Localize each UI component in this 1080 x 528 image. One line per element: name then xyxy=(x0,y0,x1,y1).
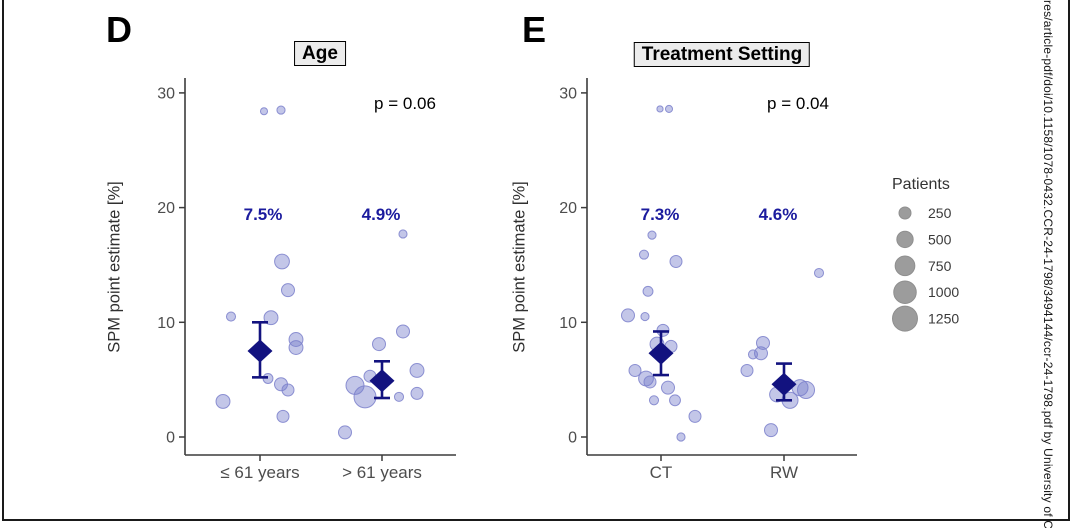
x-category-label: CT xyxy=(650,463,673,482)
data-point xyxy=(640,311,650,322)
mean-diamond xyxy=(648,341,674,365)
data-point xyxy=(395,324,411,339)
y-tick-label: 10 xyxy=(559,315,577,332)
mean-diamond xyxy=(247,339,273,363)
data-point xyxy=(753,346,769,361)
data-point xyxy=(755,335,771,350)
legend-size-label: 750 xyxy=(928,258,952,274)
mean-diamond xyxy=(771,372,797,396)
data-point xyxy=(353,385,377,409)
y-tick-label: 30 xyxy=(157,85,175,102)
y-tick-label: 0 xyxy=(568,430,577,447)
data-point xyxy=(648,395,660,406)
panel-d-title-badge: Age xyxy=(294,41,346,66)
data-point xyxy=(642,285,654,297)
data-point xyxy=(669,255,683,269)
legend-size-circle xyxy=(898,206,912,220)
data-point xyxy=(647,230,657,240)
y-tick-label: 0 xyxy=(166,430,175,447)
data-point xyxy=(280,283,296,298)
panel-e-p-value: p = 0.04 xyxy=(767,94,829,113)
y-tick-label: 20 xyxy=(559,200,577,217)
data-point xyxy=(747,349,759,360)
legend-size-label: 1250 xyxy=(928,311,959,327)
panel-d-y-axis-label: SPM point estimate [%] xyxy=(105,181,124,353)
data-point xyxy=(276,409,290,423)
pdf-download-watermark: res/article-pdf/doi/10.1158/1078-0432.CC… xyxy=(1041,0,1055,528)
legend-size-circle xyxy=(892,305,918,332)
data-point xyxy=(628,363,642,377)
data-point xyxy=(620,308,636,323)
data-point xyxy=(669,394,681,407)
data-point xyxy=(688,409,702,423)
data-point xyxy=(398,229,408,239)
y-tick-label: 20 xyxy=(157,200,175,217)
data-point xyxy=(660,380,676,395)
panel-d-group2-mean-label: 4.9% xyxy=(361,205,401,224)
panel-d-group1-mean-label: 7.5% xyxy=(243,205,283,224)
data-point xyxy=(337,425,353,440)
data-point xyxy=(288,340,304,355)
data-point xyxy=(345,375,365,395)
data-point xyxy=(410,386,424,400)
data-point xyxy=(225,311,237,322)
data-point xyxy=(676,432,686,442)
data-point xyxy=(796,380,816,400)
data-point xyxy=(371,337,387,352)
data-point xyxy=(656,105,664,113)
data-point xyxy=(288,332,304,347)
data-point xyxy=(813,267,825,279)
mean-diamond xyxy=(369,369,395,393)
data-point xyxy=(276,105,286,115)
panel-e-group1-mean-label: 7.3% xyxy=(640,205,680,224)
data-point xyxy=(643,375,657,389)
data-point xyxy=(740,363,754,377)
legend-title: Patients xyxy=(892,176,950,193)
y-tick-label: 30 xyxy=(559,85,577,102)
data-point xyxy=(274,253,290,270)
data-point xyxy=(259,107,269,116)
data-point xyxy=(393,391,405,402)
panel-d-p-value: p = 0.06 xyxy=(374,94,436,113)
x-category-label: RW xyxy=(770,463,798,482)
legend-size-label: 500 xyxy=(928,231,952,247)
x-category-label: > 61 years xyxy=(342,463,422,482)
legend-size-label: 250 xyxy=(928,205,952,221)
legend-size-circle xyxy=(894,255,916,277)
data-point xyxy=(281,383,295,397)
legend-size-label: 1000 xyxy=(928,284,959,300)
data-point xyxy=(664,104,674,113)
legend-size-circle xyxy=(896,230,914,249)
y-tick-label: 10 xyxy=(157,315,175,332)
data-point xyxy=(638,249,650,260)
data-point xyxy=(409,363,425,378)
legend-size-circle xyxy=(893,280,917,304)
x-category-label: ≤ 61 years xyxy=(220,463,299,482)
data-point xyxy=(763,423,779,438)
panel-e-letter: E xyxy=(522,9,547,50)
data-point xyxy=(215,393,231,409)
panel-e-y-axis-label: SPM point estimate [%] xyxy=(510,181,529,353)
panel-d-letter: D xyxy=(106,9,132,50)
panel-e-group2-mean-label: 4.6% xyxy=(758,205,798,224)
panel-e-title-badge: Treatment Setting xyxy=(633,42,811,67)
